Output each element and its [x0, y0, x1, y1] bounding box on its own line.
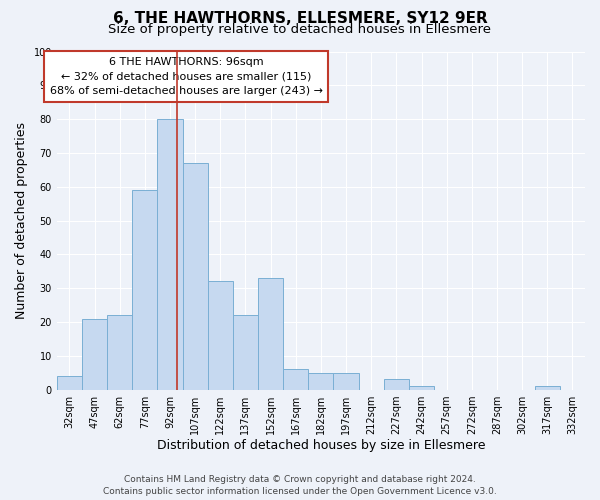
Bar	[334, 372, 359, 390]
Bar	[82, 318, 107, 390]
Bar	[182, 163, 208, 390]
Text: 6 THE HAWTHORNS: 96sqm
← 32% of detached houses are smaller (115)
68% of semi-de: 6 THE HAWTHORNS: 96sqm ← 32% of detached…	[50, 56, 323, 96]
Bar	[233, 315, 258, 390]
Y-axis label: Number of detached properties: Number of detached properties	[15, 122, 28, 319]
X-axis label: Distribution of detached houses by size in Ellesmere: Distribution of detached houses by size …	[157, 440, 485, 452]
Text: Size of property relative to detached houses in Ellesmere: Size of property relative to detached ho…	[109, 24, 491, 36]
Bar	[535, 386, 560, 390]
Bar	[283, 370, 308, 390]
Bar	[157, 119, 182, 390]
Bar	[308, 372, 334, 390]
Bar	[132, 190, 157, 390]
Bar	[409, 386, 434, 390]
Bar	[107, 315, 132, 390]
Bar	[258, 278, 283, 390]
Bar	[208, 282, 233, 390]
Bar	[57, 376, 82, 390]
Text: 6, THE HAWTHORNS, ELLESMERE, SY12 9ER: 6, THE HAWTHORNS, ELLESMERE, SY12 9ER	[113, 11, 487, 26]
Bar	[384, 380, 409, 390]
Text: Contains HM Land Registry data © Crown copyright and database right 2024.
Contai: Contains HM Land Registry data © Crown c…	[103, 474, 497, 496]
